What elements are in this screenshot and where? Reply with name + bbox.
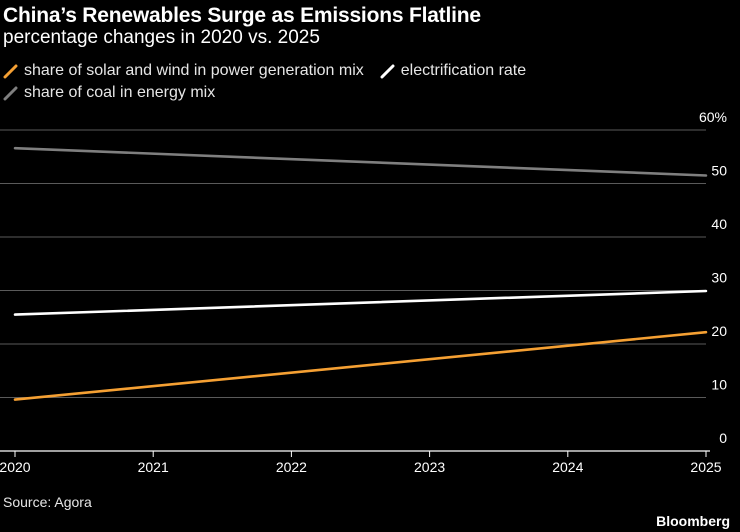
x-tick-label: 2022 [276, 459, 307, 475]
source-note: Source: Agora [3, 494, 92, 510]
legend-label-coal: share of coal in energy mix [24, 84, 216, 101]
x-tick-label: 2020 [0, 459, 31, 475]
legend-swatch-electrification [380, 64, 395, 78]
y-tick-label: 60% [699, 109, 727, 125]
y-tick-label: 0 [719, 430, 727, 446]
legend-item-electrification: electrification rate [380, 62, 526, 80]
y-tick-label: 50 [711, 163, 727, 179]
series-line-1 [13, 289, 708, 316]
y-tick-label: 30 [711, 270, 727, 286]
legend: share of solar and wind in power generat… [3, 60, 723, 104]
legend-item-solar-wind: share of solar and wind in power generat… [3, 62, 364, 80]
y-tick-label: 40 [711, 216, 727, 232]
x-tick-label: 2021 [138, 459, 169, 475]
brand-logo: Bloomberg [656, 513, 730, 529]
chart-title: China’s Renewables Surge as Emissions Fl… [3, 4, 481, 27]
x-tick-label: 2024 [552, 459, 583, 475]
x-tick-label: 2025 [690, 459, 721, 475]
legend-swatch-coal [3, 86, 18, 100]
series-line-2 [13, 146, 708, 177]
legend-item-coal: share of coal in energy mix [3, 84, 215, 102]
x-tick-label: 2023 [414, 459, 445, 475]
series-line-0 [13, 330, 708, 401]
legend-swatch-solar-wind [3, 64, 18, 78]
legend-label-electrification: electrification rate [400, 62, 527, 79]
legend-label-solar-wind: share of solar and wind in power generat… [24, 62, 364, 79]
y-tick-label: 10 [711, 377, 727, 393]
y-tick-label: 20 [711, 323, 727, 339]
chart-subtitle: percentage changes in 2020 vs. 2025 [3, 27, 320, 48]
